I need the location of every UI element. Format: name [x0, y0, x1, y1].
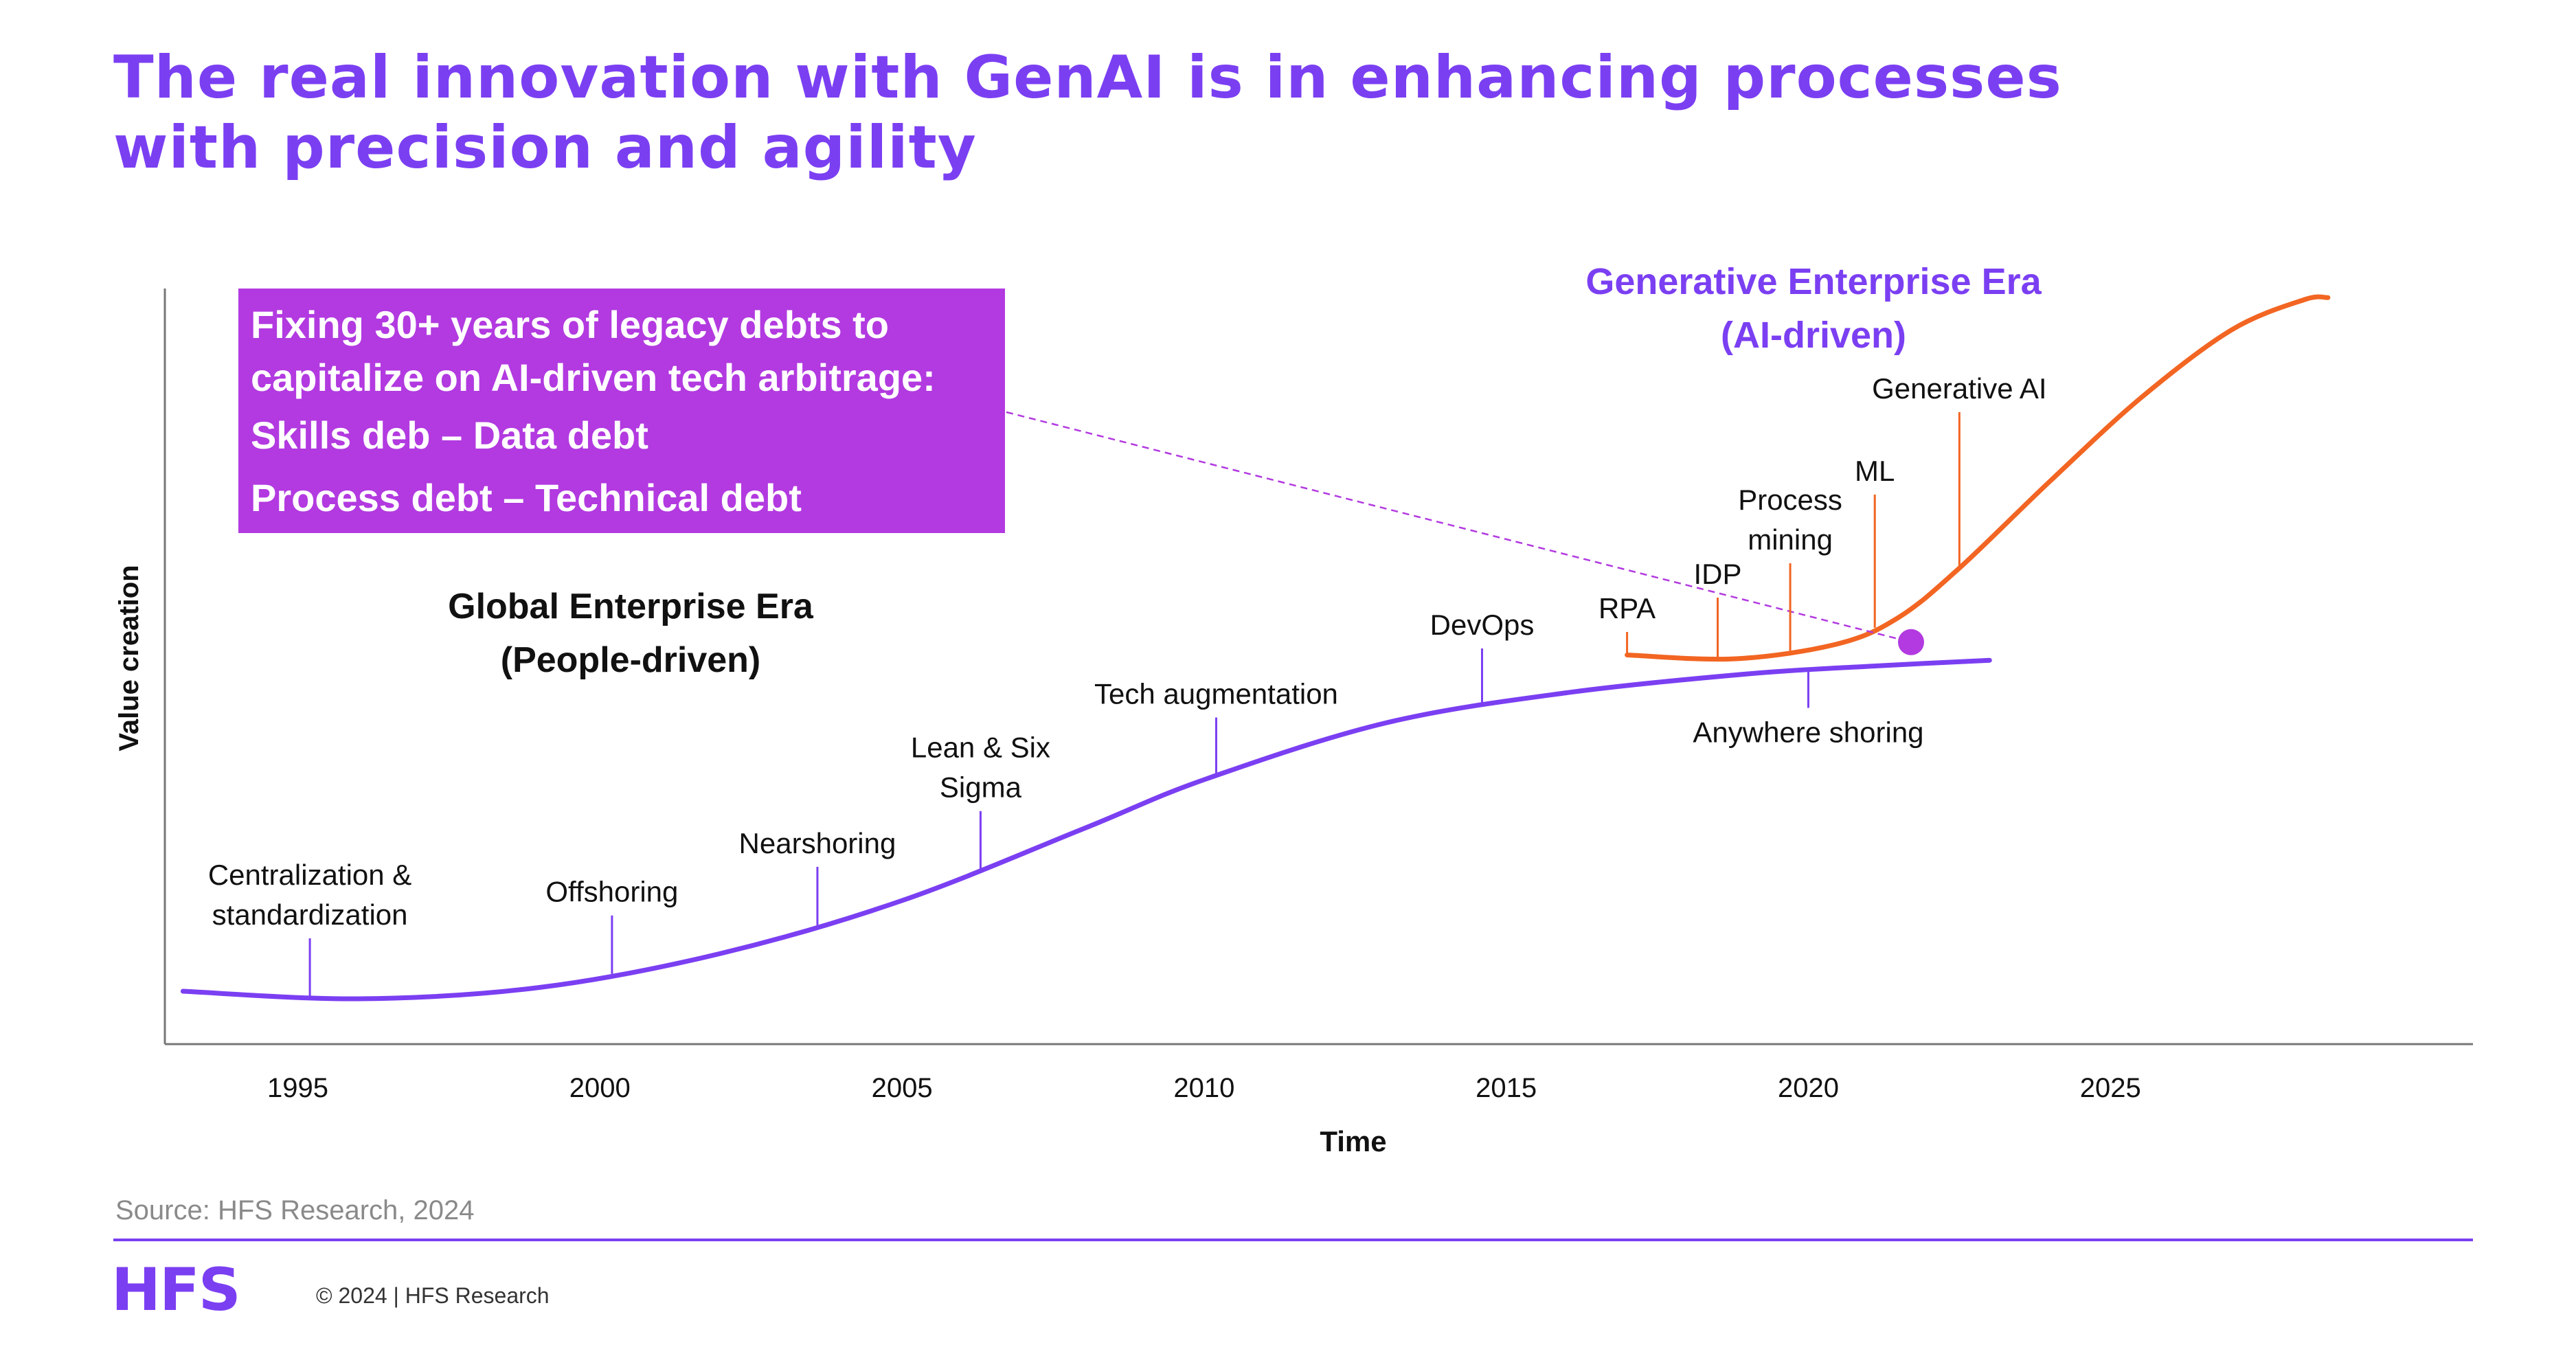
y-axis-title: Value creation: [114, 565, 144, 751]
milestone-label-line: Tech augmentation: [1094, 678, 1338, 710]
callout-line-1: Fixing 30+ years of legacy debts to: [251, 303, 890, 346]
milestone-label-8: IDP: [1694, 558, 1742, 590]
milestone-label-line: DevOps: [1430, 609, 1535, 641]
milestone-label-9: Process mining: [1738, 484, 1842, 556]
x-tick-label-2015: 2015: [1476, 1073, 1537, 1103]
milestone-label-3: Lean & Six Sigma: [911, 732, 1050, 804]
global-era-title: Global Enterprise Era: [448, 587, 814, 626]
highlight-point-marker: [1897, 629, 1924, 655]
milestone-label-line: Nearshoring: [739, 827, 896, 859]
generative-era-title: Generative Enterprise Era: [1585, 261, 2042, 302]
milestone-label-line: standardization: [212, 898, 408, 931]
milestone-label-6: Anywhere shoring: [1693, 716, 1923, 749]
milestone-label-line: Offshoring: [545, 876, 678, 908]
global-era-subtitle: (People-driven): [501, 640, 761, 680]
milestone-label-5: DevOps: [1430, 609, 1535, 641]
copyright-text: © 2024 | HFS Research: [316, 1283, 550, 1308]
x-axis-title: Time: [1320, 1125, 1386, 1157]
milestone-label-11: Generative AI: [1872, 372, 2046, 405]
generative-era-subtitle: (AI-driven): [1721, 315, 1906, 356]
page-title: The real innovation with GenAI is in enh…: [113, 43, 2463, 183]
x-tick-label-2005: 2005: [872, 1073, 933, 1103]
hfs-logo: HFS: [111, 1256, 241, 1324]
milestone-label-2: Nearshoring: [739, 827, 896, 859]
callout-line-2: capitalize on AI-driven tech arbitrage:: [251, 356, 936, 399]
x-tick-label-2025: 2025: [2080, 1073, 2141, 1103]
value-creation-chart: 1995 2000 2005 2010 2015 2020 2025 Time Value cr…: [114, 261, 2473, 1157]
milestone-label-0: Centralization & standardization: [208, 859, 411, 931]
milestone-label-line: Anywhere shoring: [1693, 716, 1923, 749]
milestone-label-4: Tech augmentation: [1094, 678, 1338, 710]
x-tick-label-2020: 2020: [1778, 1073, 1839, 1103]
milestone-label-line: Centralization &: [208, 859, 411, 891]
milestone-label-line: IDP: [1694, 558, 1742, 590]
milestone-label-line: RPA: [1598, 592, 1656, 624]
milestone-label-line: Lean & Six: [911, 732, 1050, 764]
milestone-label-line: Generative AI: [1872, 372, 2046, 405]
milestone-label-line: Process: [1738, 484, 1842, 516]
x-tick-label-2010: 2010: [1173, 1073, 1234, 1103]
milestone-label-10: ML: [1855, 455, 1895, 487]
series-line-generative: [1625, 294, 2331, 662]
milestone-label-1: Offshoring: [545, 876, 678, 908]
series-line-global: [180, 657, 1992, 1002]
callout-line-4: Process debt – Technical debt: [251, 476, 802, 519]
milestone-label-7: RPA: [1598, 592, 1656, 624]
footer-divider: [113, 1239, 2473, 1241]
milestone-label-line: Sigma: [940, 771, 1022, 804]
title-line-1: The real innovation with GenAI is in enh…: [113, 43, 2062, 112]
callout-connector-line: [1006, 411, 1912, 644]
milestone-label-line: mining: [1748, 523, 1833, 556]
legacy-debt-callout: Fixing 30+ years of legacy debts to capi…: [238, 289, 1005, 533]
milestone-label-line: ML: [1855, 455, 1895, 487]
title-line-2: with precision and agility: [113, 113, 977, 182]
callout-line-3: Skills deb – Data debt: [251, 414, 648, 457]
x-tick-label-1995: 1995: [267, 1073, 328, 1103]
x-tick-label-2000: 2000: [569, 1073, 631, 1103]
source-note: Source: HFS Research, 2024: [115, 1195, 475, 1225]
